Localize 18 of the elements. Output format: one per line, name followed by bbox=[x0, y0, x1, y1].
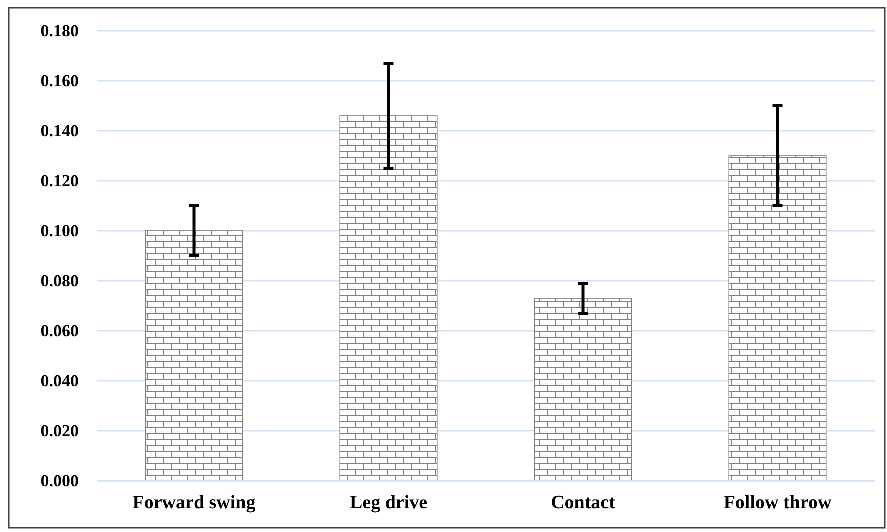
y-tick-label: 0.080 bbox=[40, 271, 79, 290]
x-tick-label: Follow throw bbox=[724, 492, 832, 514]
y-tick-label: 0.120 bbox=[40, 171, 79, 190]
bar bbox=[534, 298, 632, 482]
y-tick-label: 0.180 bbox=[40, 21, 79, 40]
x-tick-label: Forward swing bbox=[132, 492, 256, 514]
bar bbox=[340, 116, 438, 482]
bar bbox=[728, 156, 827, 482]
x-tick-label: Leg drive bbox=[350, 492, 428, 514]
y-tick-label: 0.140 bbox=[40, 121, 79, 140]
y-tick-label: 0.020 bbox=[40, 421, 79, 440]
y-tick-label: 0.040 bbox=[40, 371, 79, 390]
y-tick-label: 0.000 bbox=[40, 471, 79, 490]
bar bbox=[145, 230, 244, 482]
y-tick-label: 0.060 bbox=[40, 321, 79, 340]
y-tick-label: 0.100 bbox=[40, 221, 79, 240]
y-tick-label: 0.160 bbox=[40, 71, 79, 90]
x-tick-label: Contact bbox=[551, 492, 616, 514]
